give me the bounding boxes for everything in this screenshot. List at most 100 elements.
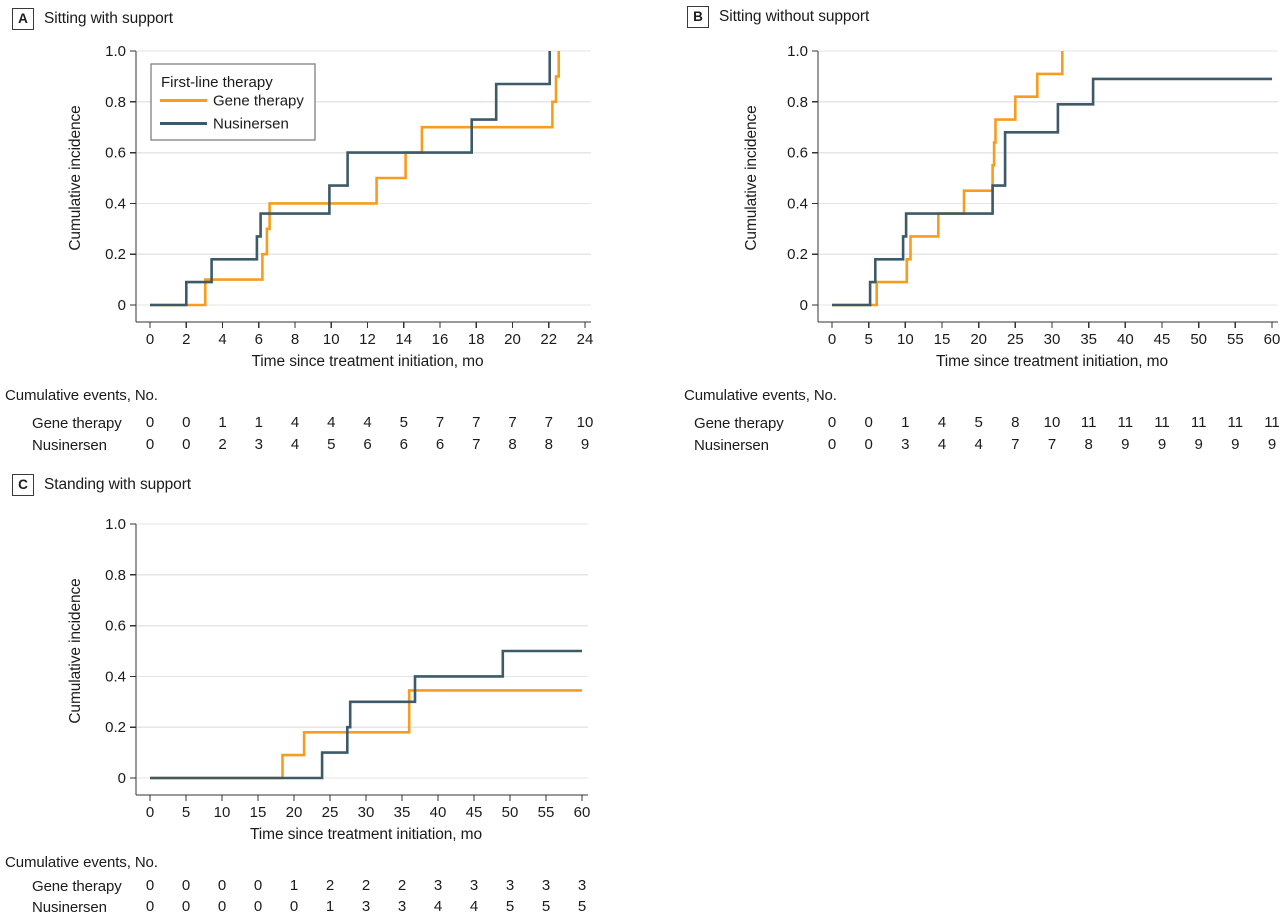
y-tick-label: 0.4 <box>787 195 808 212</box>
panel-b-label: B <box>687 6 709 28</box>
panel-c-row-nusinersen: Nusinersen <box>32 899 107 912</box>
events-value: 4 <box>291 436 299 453</box>
y-tick-label: 1.0 <box>105 516 126 533</box>
events-value: 4 <box>938 414 946 431</box>
events-value: 5 <box>974 414 982 431</box>
events-value: 0 <box>146 414 154 431</box>
x-tick-label: 60 <box>1264 331 1280 348</box>
y-tick-label: 0.2 <box>787 246 808 263</box>
panel-b-header: B Sitting without support <box>687 6 869 28</box>
x-tick-label: 18 <box>468 331 485 348</box>
events-value: 9 <box>1194 436 1202 453</box>
x-tick-label: 10 <box>214 804 231 821</box>
events-value: 11 <box>1154 414 1170 431</box>
events-value: 0 <box>864 436 872 453</box>
panel-c-events-header: Cumulative events, No. <box>5 854 158 871</box>
events-value: 0 <box>828 414 836 431</box>
x-tick-label: 15 <box>934 331 951 348</box>
events-value: 9 <box>1268 436 1276 453</box>
events-value: 5 <box>400 414 408 431</box>
x-tick-label: 0 <box>828 331 836 348</box>
events-value: 0 <box>254 898 262 912</box>
events-value: 9 <box>581 436 589 453</box>
events-value: 1 <box>901 414 909 431</box>
events-value: 6 <box>400 436 408 453</box>
events-value: 7 <box>472 414 480 431</box>
x-tick-label: 20 <box>504 331 521 348</box>
y-tick-label: 0.6 <box>105 145 126 162</box>
events-value: 2 <box>218 436 226 453</box>
x-tick-label: 40 <box>1117 331 1134 348</box>
panel-c-x-axis-title: Time since treatment initiation, mo <box>250 826 482 843</box>
panel-b-row-nusinersen: Nusinersen <box>694 437 769 454</box>
events-value: 4 <box>291 414 299 431</box>
panel-c-header: C Standing with support <box>12 474 191 496</box>
panel-a-plot: 00.20.40.60.81.00 2 4 6 8 10 12 14 16 18 20 22 24Fir… <box>105 43 594 453</box>
x-tick-label: 50 <box>1190 331 1207 348</box>
events-value: 3 <box>578 877 586 894</box>
x-tick-label: 2 <box>182 331 190 348</box>
x-tick-label: 40 <box>430 804 447 821</box>
panel-b-title: Sitting without support <box>719 8 870 25</box>
events-value: 11 <box>1228 414 1244 431</box>
series-nusinersen <box>150 649 582 780</box>
events-value: 2 <box>398 877 406 894</box>
events-value: 3 <box>362 898 370 912</box>
y-tick-label: 0.8 <box>105 567 126 584</box>
events-value: 4 <box>974 436 982 453</box>
events-value: 4 <box>434 898 442 912</box>
x-tick-label: 45 <box>466 804 483 821</box>
y-tick-label: 0.2 <box>105 246 126 263</box>
events-value: 0 <box>218 877 226 894</box>
y-tick-label: 0.2 <box>105 719 126 736</box>
events-value: 8 <box>1011 414 1019 431</box>
panel-c-title: Standing with support <box>44 476 191 493</box>
events-value: 9 <box>1158 436 1166 453</box>
series-gene_therapy <box>150 689 582 780</box>
y-tick-label: 0 <box>118 770 126 787</box>
events-value: 3 <box>255 436 263 453</box>
x-tick-label: 20 <box>970 331 987 348</box>
events-value: 0 <box>182 877 190 894</box>
panel-a-label: A <box>12 8 34 30</box>
x-tick-label: 55 <box>538 804 555 821</box>
events-value: 4 <box>363 414 371 431</box>
x-tick-label: 24 <box>577 331 594 348</box>
panel-a-title: Sitting with support <box>44 10 173 27</box>
legend-label-nusinersen: Nusinersen <box>213 116 289 133</box>
events-value: 7 <box>508 414 516 431</box>
x-tick-label: 35 <box>1080 331 1097 348</box>
panel-c-label: C <box>12 474 34 496</box>
panel-b-x-axis-title: Time since treatment initiation, mo <box>936 353 1168 370</box>
x-tick-label: 22 <box>540 331 557 348</box>
series-gene_therapy <box>150 51 560 307</box>
x-tick-label: 12 <box>359 331 376 348</box>
events-value: 8 <box>1084 436 1092 453</box>
events-value: 0 <box>290 898 298 912</box>
x-tick-label: 50 <box>502 804 519 821</box>
events-value: 4 <box>470 898 478 912</box>
events-value: 1 <box>218 414 226 431</box>
x-tick-label: 5 <box>182 804 190 821</box>
events-value: 0 <box>182 436 190 453</box>
y-tick-label: 0.4 <box>105 668 126 685</box>
events-value: 7 <box>1011 436 1019 453</box>
y-tick-label: 0.8 <box>105 94 126 111</box>
events-value: 1 <box>290 877 298 894</box>
x-tick-label: 0 <box>146 331 154 348</box>
events-value: 11 <box>1191 414 1207 431</box>
series-gene_therapy <box>832 51 1064 307</box>
x-tick-label: 14 <box>395 331 412 348</box>
events-value: 3 <box>506 877 514 894</box>
events-value: 3 <box>470 877 478 894</box>
events-value: 0 <box>864 414 872 431</box>
events-value: 0 <box>218 898 226 912</box>
events-value: 1 <box>255 414 263 431</box>
events-value: 11 <box>1081 414 1097 431</box>
events-value: 3 <box>542 877 550 894</box>
events-value: 3 <box>398 898 406 912</box>
panel-a-row-gene-therapy: Gene therapy <box>32 415 122 432</box>
panel-a-row-nusinersen: Nusinersen <box>32 437 107 454</box>
events-value: 6 <box>363 436 371 453</box>
events-value: 8 <box>545 436 553 453</box>
